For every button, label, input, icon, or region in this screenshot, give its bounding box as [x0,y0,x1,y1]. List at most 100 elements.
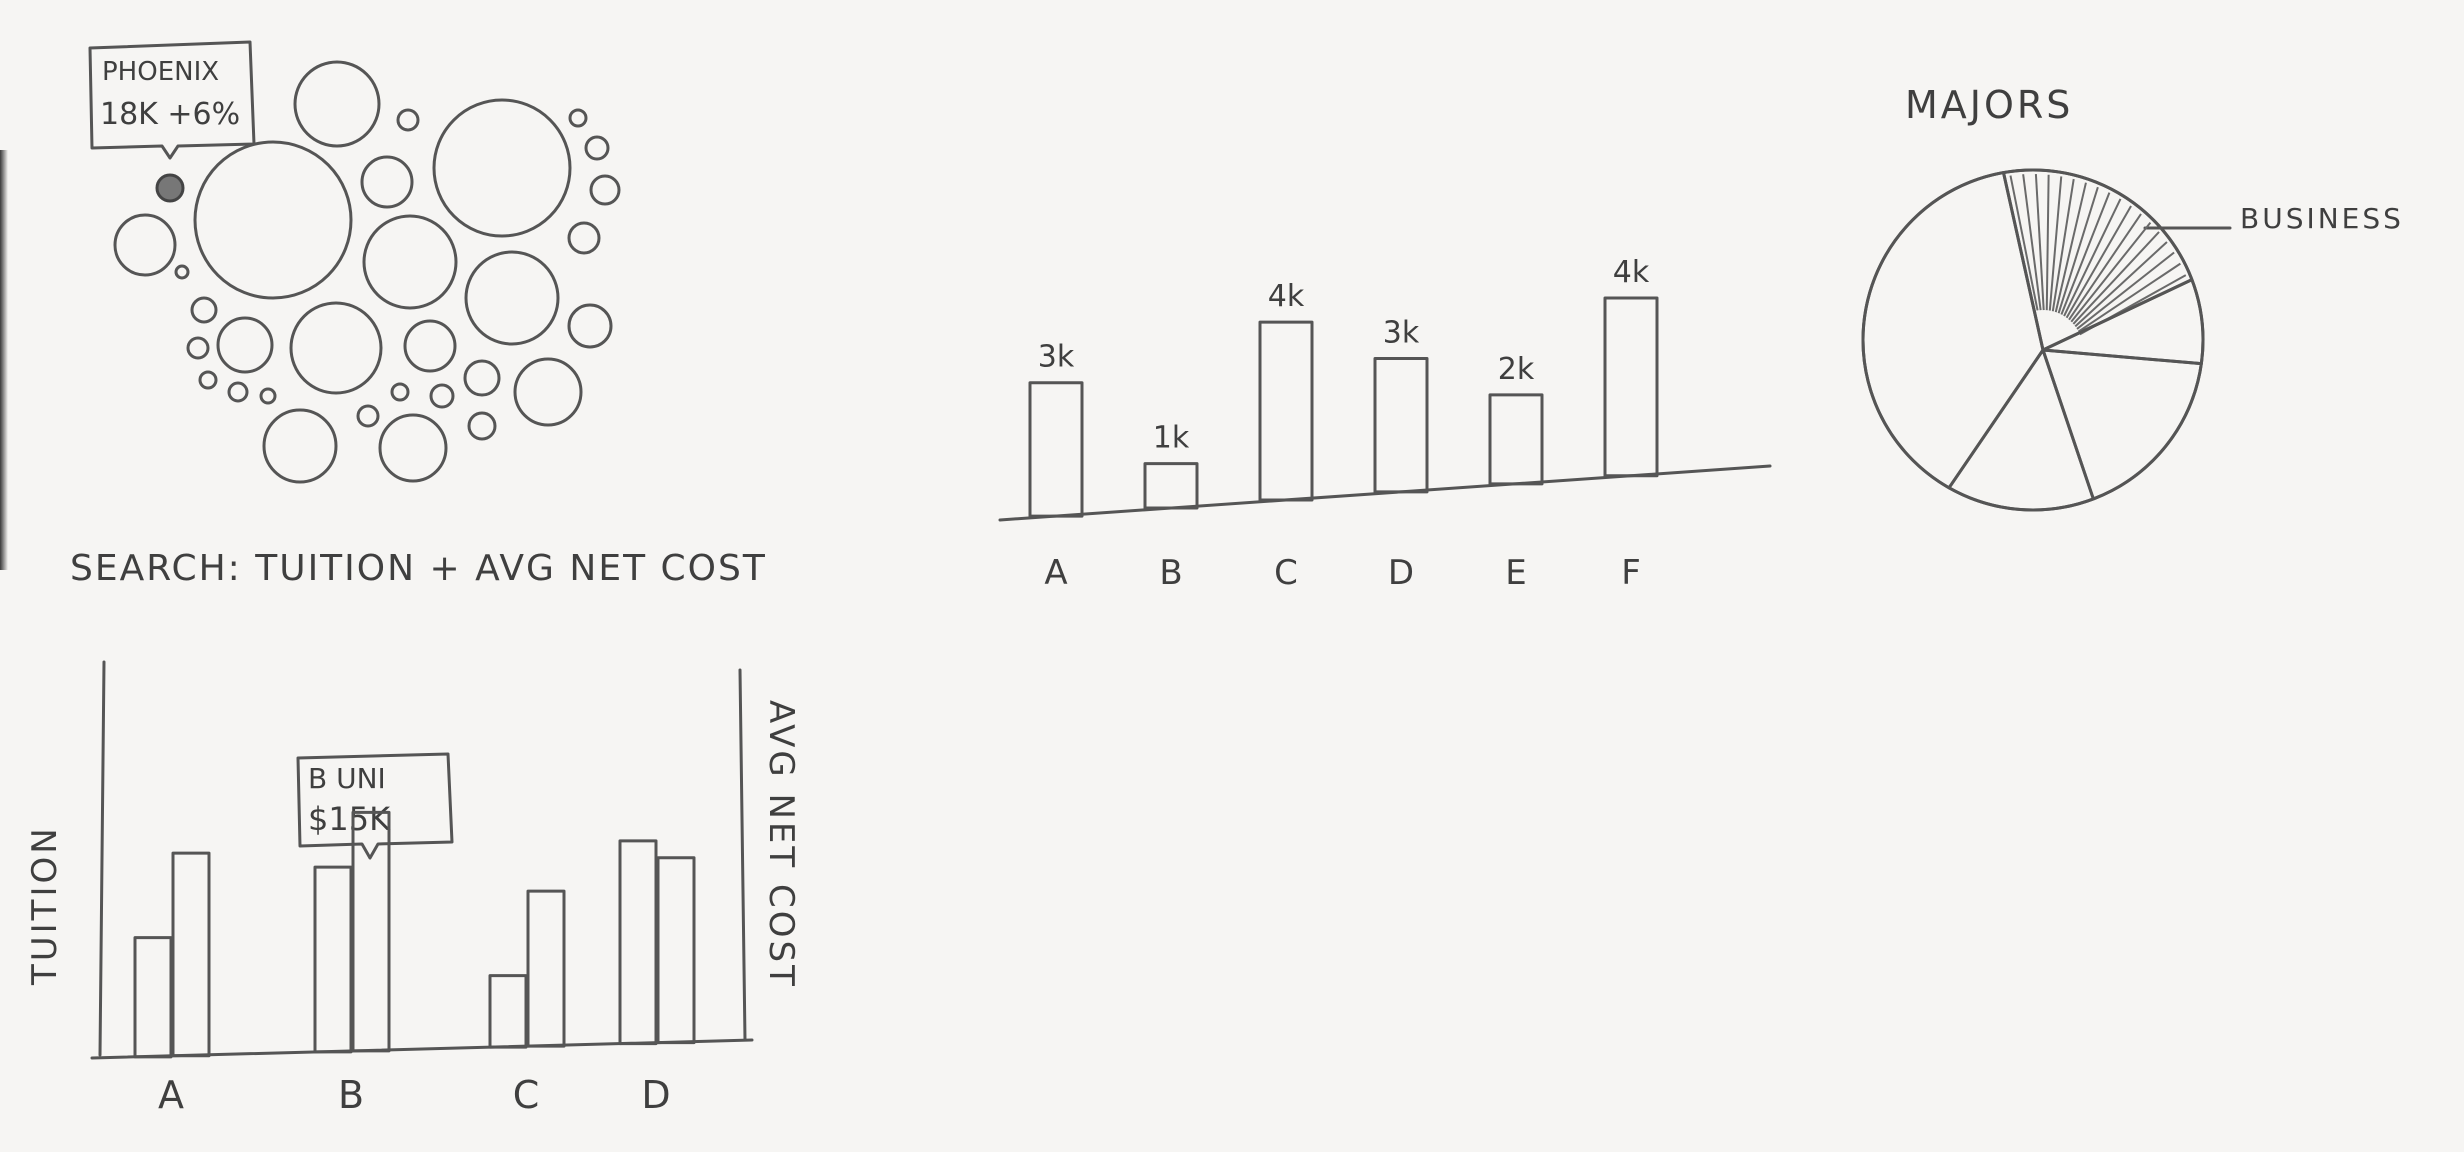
search-label[interactable]: SEARCH: TUITION + AVG NET COST [70,548,767,589]
hatch-line [2077,262,2181,333]
bar-E[interactable] [1488,393,1544,486]
bubble-phoenix-metro[interactable] [193,140,353,300]
bubble[interactable] [360,155,414,209]
bar-tooltip-name: B UNI [308,762,386,795]
hatch-line [2063,198,2122,317]
bar-category-label: B [1159,553,1182,593]
tooltip-value: 18K +6% [100,97,240,132]
bubble-group [113,60,621,484]
bar-tooltip: B UNI $15K [296,752,454,860]
hatch-line [2048,176,2063,311]
pie-slice-business[interactable] [2001,168,2194,352]
bar-data-label: 2k [1498,352,1535,387]
y-axis-label-left: TUITION [25,825,65,986]
bar-B-tuition[interactable] [313,865,353,1054]
bar-F[interactable] [1603,296,1659,478]
bubble[interactable] [403,319,457,373]
hatch-line [2070,221,2152,323]
bubble[interactable] [293,60,381,148]
group-category-label: B [338,1073,364,1117]
tuition-net-cost-chart: TUITION AVG NET COST B UNI $15K A B C D [25,660,801,1117]
pie-chart-majors: MAJORS BUSINESS [1861,83,2404,512]
bubble[interactable] [227,381,249,403]
hatch-line [2060,192,2111,315]
bar-chart-counts: 3k A 1k B 4k C 3k D 2k E 4k F [998,255,1772,593]
bubble[interactable] [467,411,497,441]
hatch-line [2065,205,2132,319]
paper-edge-shadow [0,150,8,570]
bar-C-net-cost[interactable] [526,889,566,1048]
hatch-line [2068,213,2142,321]
bubble[interactable] [174,264,190,280]
bubble[interactable] [584,135,610,161]
bubble[interactable] [216,316,274,374]
bar-D-net-cost[interactable] [656,856,696,1045]
bar-B[interactable] [1143,462,1199,510]
tooltip-city: PHOENIX [102,57,219,87]
bubble[interactable] [113,213,177,277]
bubble[interactable] [190,296,218,324]
hatch-line [2076,251,2175,330]
bubble[interactable] [198,370,218,390]
bar-C-tuition[interactable] [488,974,528,1049]
group-category-label: D [641,1073,670,1117]
bar-tooltip-value: $15K [308,800,391,838]
bar-A-tuition[interactable] [133,936,173,1059]
bar-category-label: D [1388,553,1414,593]
bubble[interactable] [567,221,601,255]
bar-category-label: F [1621,553,1641,593]
pie-slice[interactable] [1947,348,2095,512]
hatch-line [2022,174,2042,311]
hatch-line [2051,178,2075,312]
bar-data-label: 4k [1613,255,1650,290]
y-axis-label-right: AVG NET COST [761,700,801,989]
group-category-label: C [513,1073,540,1117]
bubble-selected-dot[interactable] [155,173,185,203]
bubble[interactable] [589,174,621,206]
pie-label-business: BUSINESS [2240,202,2404,235]
hatch-line [2054,182,2087,313]
bubble[interactable] [362,214,458,310]
bubble[interactable] [396,108,420,132]
bubble[interactable] [432,98,572,238]
bubble[interactable] [289,301,383,395]
bubble[interactable] [429,383,455,409]
bubble[interactable] [262,408,338,484]
bar-data-label: 1k [1153,421,1190,456]
pie-slice[interactable] [2041,348,2203,501]
left-axis [98,660,106,1057]
bubble[interactable] [464,250,560,346]
bubble[interactable] [259,387,277,405]
hatch-line [2074,241,2168,328]
bar-tooltip-box [296,752,454,860]
phoenix-tooltip: PHOENIX 18K +6% [88,40,256,160]
bar-B-net-cost[interactable] [351,810,391,1053]
bubble[interactable] [390,382,410,402]
tooltip-box [88,40,256,160]
hatch-line [2045,174,2050,311]
bubble[interactable] [513,357,583,427]
bubble[interactable] [378,413,448,483]
hatch-line [2009,175,2039,311]
bar-A-net-cost[interactable] [171,851,211,1058]
bubble[interactable] [186,336,210,360]
hatch-line [2034,173,2045,311]
bar-C[interactable] [1258,320,1314,502]
bar-D[interactable] [1373,357,1429,494]
bar-category-label: E [1505,553,1526,593]
bubble[interactable] [568,108,588,128]
bar-data-label: 4k [1268,279,1305,314]
pie-slice[interactable] [1861,171,2045,490]
pie-outline [1861,168,2205,512]
bar-A[interactable] [1028,381,1084,518]
bar-D-tuition[interactable] [618,839,658,1046]
pie-title: MAJORS [1905,83,2073,127]
bar-data-label: 3k [1038,340,1075,375]
group-category-label: A [158,1073,184,1117]
bar-data-label: 3k [1383,316,1420,351]
bubble[interactable] [356,404,380,428]
bubble[interactable] [463,359,501,397]
bubble[interactable] [567,303,613,349]
